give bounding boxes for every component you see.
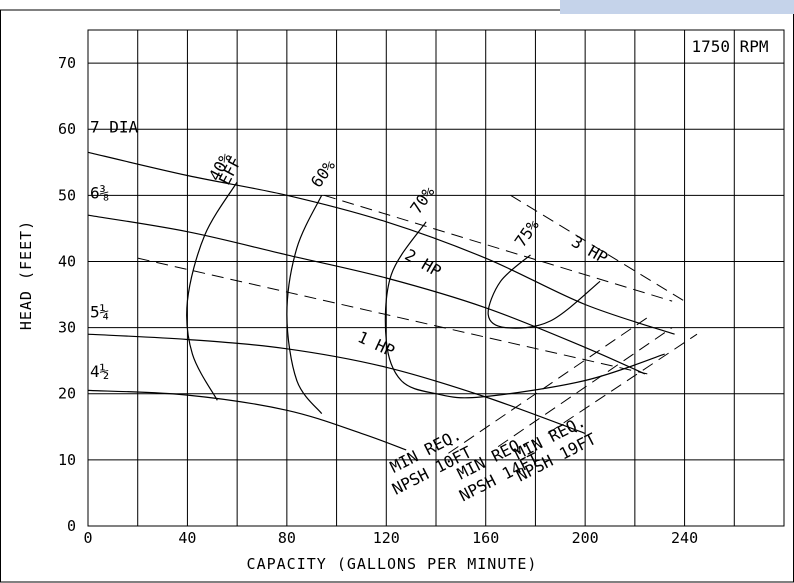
plot-border	[87, 29, 785, 527]
y-tick-label: 60	[58, 120, 76, 138]
impeller-curve	[87, 333, 586, 434]
impeller-label: 4½	[90, 362, 109, 381]
x-tick-label: 240	[671, 529, 698, 547]
horsepower-line	[510, 194, 685, 302]
x-tick-label: 120	[373, 529, 400, 547]
horsepower-label: 3 HP	[568, 232, 611, 268]
efficiency-curve	[186, 181, 238, 401]
efficiency-label: 75%	[511, 216, 543, 251]
horsepower-label: 2 HP	[402, 245, 445, 281]
efficiency-curve	[487, 254, 601, 329]
grid	[88, 30, 784, 526]
y-tick-label: 0	[67, 517, 76, 535]
x-tick-label: 160	[472, 529, 499, 547]
impeller-label: 7 DIA	[90, 118, 139, 137]
y-tick-labels: 0 10 20 30 40 50 60 70	[58, 54, 76, 535]
x-tick-labels: 0 40 80 120 160 200 240	[83, 529, 698, 547]
x-axis-label: CAPACITY (GALLONS PER MINUTE)	[247, 555, 538, 573]
efficiency-curve	[286, 195, 323, 414]
horsepower-line	[323, 194, 673, 302]
x-tick-label: 40	[178, 529, 196, 547]
series-group	[87, 151, 698, 454]
y-axis-label: HEAD (FEET)	[17, 220, 35, 330]
y-tick-label: 10	[58, 451, 76, 469]
y-tick-label: 30	[58, 319, 76, 337]
efficiency-label: 70%	[406, 183, 438, 218]
y-tick-label: 50	[58, 186, 76, 204]
y-tick-label: 70	[58, 54, 76, 72]
impeller-curve	[87, 151, 675, 335]
efficiency-curve	[384, 221, 665, 399]
y-tick-label: 20	[58, 385, 76, 403]
y-tick-label: 40	[58, 252, 76, 270]
speed-label: 1750 RPM	[691, 37, 768, 56]
npsh-line	[497, 327, 673, 448]
impeller-label: 5¼	[90, 303, 109, 322]
impeller-curve	[87, 389, 407, 451]
npsh-line	[547, 333, 698, 434]
window-top-bar	[560, 0, 794, 14]
npsh-line	[448, 317, 648, 454]
horsepower-line	[137, 257, 648, 375]
x-tick-label: 0	[83, 529, 92, 547]
impeller-label: 6⅜	[90, 184, 109, 203]
x-tick-label: 80	[278, 529, 296, 547]
impeller-curve	[87, 214, 646, 375]
x-tick-label: 200	[572, 529, 599, 547]
horsepower-label: 1 HP	[355, 327, 398, 361]
efficiency-label: 60%	[307, 156, 339, 191]
